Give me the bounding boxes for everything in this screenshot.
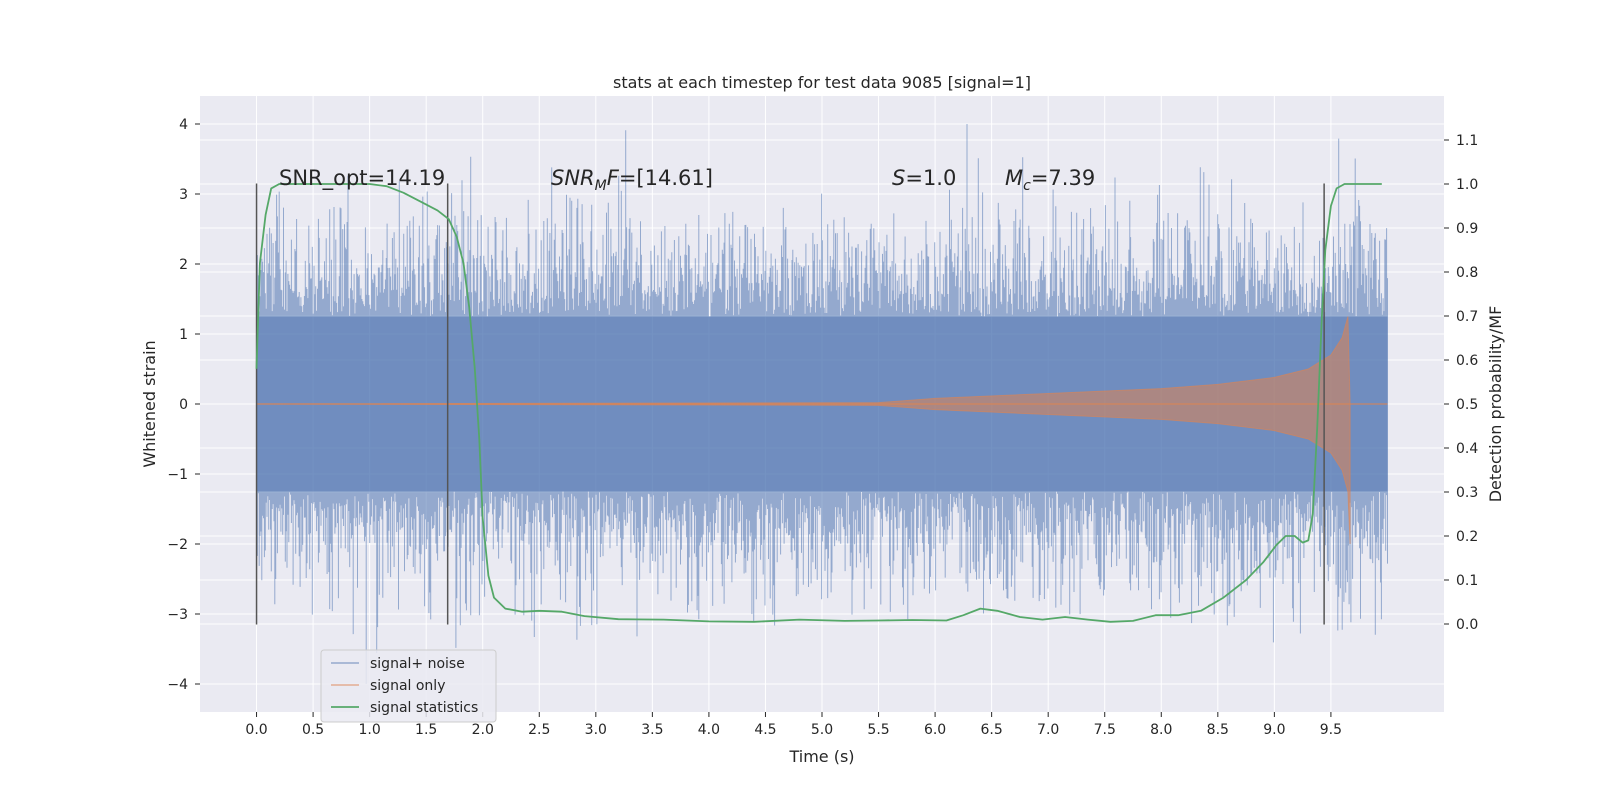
- x-tick-label: 7.5: [1094, 722, 1116, 738]
- stats-line: [255, 183, 1382, 623]
- legend-box: [320, 649, 497, 723]
- snr-mf-sub: M: [595, 178, 607, 194]
- x-tick-label: 5.5: [867, 722, 889, 738]
- y-right-tick-label: 0.4: [1456, 441, 1478, 457]
- signal-envelope: [256, 316, 1351, 545]
- s-label: S: [892, 166, 905, 190]
- mc-value: =7.39: [1031, 166, 1095, 190]
- y-tick-label: 2: [179, 257, 188, 273]
- x-tick-label: 0.5: [302, 722, 324, 738]
- x-tick-label: 9.0: [1263, 722, 1285, 738]
- x-tick-label: 7.0: [1037, 722, 1059, 738]
- s-annotation: S=1.0: [892, 166, 956, 190]
- y-right-tick-label: 1.1: [1456, 133, 1478, 149]
- y-right-tick-label: 0.1: [1456, 573, 1478, 589]
- y-right-tick-label: 0.7: [1456, 309, 1478, 325]
- signal-series: [256, 316, 1388, 545]
- x-tick-label: 4.0: [698, 722, 720, 738]
- y-tick-label: 3: [179, 187, 188, 203]
- mc-label: M: [1005, 166, 1023, 190]
- x-tick-label: 3.0: [585, 722, 607, 738]
- snr-mf-f: F: [607, 166, 620, 190]
- x-tick-label: 1.5: [415, 722, 437, 738]
- y-axis-label: Whitened strain: [140, 340, 159, 467]
- y-right-tick-label: 1.0: [1456, 177, 1478, 193]
- x-tick-label: 9.5: [1320, 722, 1342, 738]
- y-tick-label: −3: [167, 607, 188, 623]
- s-value: =1.0: [905, 166, 956, 190]
- snr-mf-main: SNR: [551, 166, 595, 190]
- y-right-tick-label: 0.3: [1456, 485, 1478, 501]
- snr-mf-value: =[14.61]: [619, 166, 713, 190]
- x-tick-label: 2.0: [472, 722, 494, 738]
- x-tick-label: 2.5: [528, 722, 550, 738]
- y-tick-label: 4: [179, 117, 188, 133]
- stats-series: [255, 183, 1382, 623]
- y-tick-label: −2: [167, 537, 188, 553]
- y-right-tick-label: 0.2: [1456, 529, 1478, 545]
- y-right-tick-label: 0.9: [1456, 221, 1478, 237]
- legend: signal+ noise signal only signal statist…: [320, 649, 497, 723]
- snr-opt-annotation: SNR_opt=14.19: [279, 166, 445, 191]
- y-right-tick-label: 0.5: [1456, 397, 1478, 413]
- chart-title: stats at each timestep for test data 908…: [613, 73, 1031, 92]
- y-tick-label: −4: [167, 677, 188, 693]
- tick-labels: 0.0 0.5 1.0 1.5 2.0 2.5 3.0 3.5 4.0 4.5 5.0 5.5 6.0 6…: [167, 117, 1478, 738]
- y-right-tick-label: 0.8: [1456, 265, 1478, 281]
- x-tick-label: 4.5: [754, 722, 776, 738]
- x-tick-label: 3.5: [641, 722, 663, 738]
- y-tick-label: 0: [179, 397, 188, 413]
- mc-sub: c: [1023, 178, 1031, 194]
- y-tick-label: 1: [179, 327, 188, 343]
- y-right-tick-label: 0.6: [1456, 353, 1478, 369]
- legend-stats-label: signal statistics: [370, 700, 478, 716]
- x-tick-label: 8.5: [1207, 722, 1229, 738]
- snr-mf-annotation: SNRMF=[14.61]: [551, 166, 713, 194]
- x-tick-label: 1.0: [359, 722, 381, 738]
- y-right-tick-label: 0.0: [1456, 617, 1478, 633]
- y-tick-label: −1: [167, 467, 188, 483]
- x-axis-label: Time (s): [788, 747, 854, 766]
- x-tick-label: 0.0: [245, 722, 267, 738]
- x-tick-label: 6.5: [981, 722, 1003, 738]
- mc-annotation: Mc=7.39: [1005, 166, 1095, 194]
- x-tick-label: 5.0: [811, 722, 833, 738]
- y-axis-right-label: Detection probability/MF: [1486, 306, 1505, 503]
- legend-signal-label: signal only: [370, 678, 445, 694]
- x-tick-label: 6.0: [924, 722, 946, 738]
- legend-noise-label: signal+ noise: [370, 656, 465, 672]
- x-tick-label: 8.0: [1150, 722, 1172, 738]
